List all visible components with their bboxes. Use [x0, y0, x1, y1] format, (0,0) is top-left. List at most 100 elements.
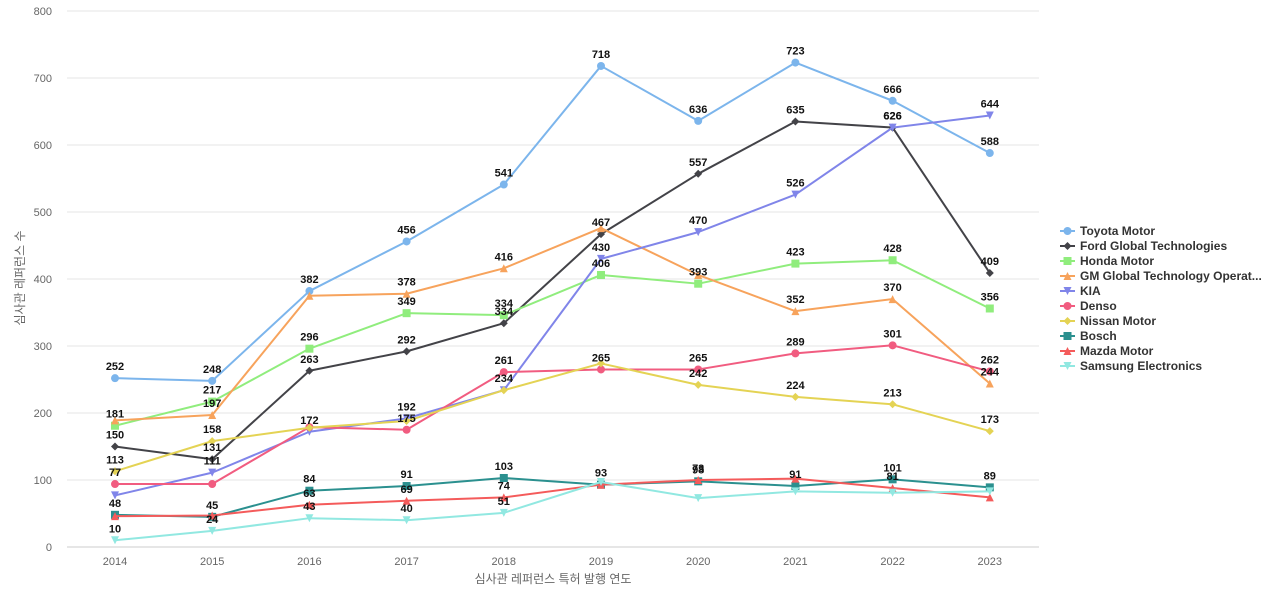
- legend-marker: [1063, 317, 1072, 325]
- legend-item[interactable]: Mazda Motor: [1060, 344, 1154, 358]
- data-point: [694, 228, 703, 237]
- data-point: [791, 190, 800, 199]
- data-point: [208, 376, 217, 385]
- legend-label: Nissan Motor: [1080, 314, 1156, 328]
- data-label: 265: [592, 352, 610, 364]
- data-point: [499, 368, 508, 377]
- legend-marker: [1063, 302, 1072, 310]
- data-label: 192: [397, 401, 415, 413]
- legend-marker: [1063, 257, 1072, 265]
- series-5: [111, 341, 994, 489]
- data-point: [208, 411, 217, 420]
- legend-item[interactable]: KIA: [1060, 284, 1101, 298]
- data-label: 103: [495, 461, 513, 473]
- data-label: 131: [203, 442, 221, 454]
- data-point: [985, 268, 994, 277]
- data-point: [111, 512, 119, 521]
- legend-marker: [1063, 227, 1072, 235]
- data-label: 409: [981, 256, 999, 268]
- data-point: [888, 475, 897, 484]
- data-label: 626: [883, 111, 901, 123]
- data-point: [111, 442, 119, 451]
- series-1: [111, 117, 994, 464]
- legend-label: Samsung Electronics: [1080, 359, 1202, 373]
- data-point: [499, 386, 508, 395]
- legend-item[interactable]: Ford Global Technologies: [1060, 239, 1227, 253]
- data-point: [402, 289, 411, 298]
- series-2: [111, 256, 994, 430]
- data-point: [985, 379, 994, 388]
- y-tick-label: 500: [34, 207, 52, 219]
- data-label: 252: [106, 361, 124, 373]
- y-tick-label: 700: [34, 73, 52, 85]
- data-point: [985, 487, 994, 496]
- legend-item[interactable]: Denso: [1060, 299, 1117, 313]
- data-label: 644: [981, 99, 1000, 111]
- y-tick-label: 100: [34, 475, 52, 487]
- data-point: [694, 270, 703, 279]
- legend-item[interactable]: Toyota Motor: [1060, 224, 1155, 238]
- series-line: [114, 61, 991, 382]
- data-point: [208, 397, 217, 406]
- data-point: [402, 496, 411, 505]
- data-label: 217: [203, 385, 221, 397]
- series-3: [111, 224, 994, 425]
- legend-item[interactable]: Nissan Motor: [1060, 314, 1156, 328]
- x-tick-label: 2018: [492, 556, 516, 568]
- legend-marker: [1063, 272, 1072, 280]
- data-point: [888, 256, 897, 265]
- y-tick-label: 400: [34, 274, 52, 286]
- data-label: 626: [883, 111, 901, 123]
- x-tick-label: 2022: [880, 556, 904, 568]
- data-point: [694, 380, 703, 389]
- data-label: 91: [400, 469, 412, 481]
- data-point: [208, 455, 217, 464]
- x-tick-label: 2017: [394, 556, 418, 568]
- series-group: [111, 58, 994, 545]
- x-tick-label: 2020: [686, 556, 710, 568]
- data-point: [402, 516, 411, 525]
- data-label: 526: [786, 178, 804, 190]
- data-point: [985, 493, 994, 502]
- legend-item[interactable]: Bosch: [1060, 329, 1117, 343]
- data-point: [597, 224, 605, 233]
- data-point: [111, 480, 119, 489]
- series-line: [114, 227, 991, 422]
- data-point: [597, 478, 605, 487]
- data-point: [499, 264, 508, 273]
- data-label: 289: [786, 336, 804, 348]
- data-label: 74: [498, 480, 511, 492]
- data-label: 636: [689, 104, 707, 116]
- data-label: 406: [592, 258, 610, 270]
- data-point: [111, 421, 119, 430]
- series-line: [114, 259, 991, 427]
- legend-item[interactable]: Samsung Electronics: [1060, 359, 1202, 373]
- x-tick-label: 2016: [297, 556, 321, 568]
- data-point: [985, 427, 994, 436]
- data-point: [985, 367, 994, 376]
- data-label: 334: [495, 298, 514, 310]
- x-tick-label: 2023: [978, 556, 1002, 568]
- data-label: 98: [692, 464, 704, 476]
- data-point: [791, 474, 800, 483]
- data-point: [402, 482, 411, 491]
- series-line: [114, 477, 990, 518]
- data-label: 111: [204, 456, 221, 468]
- data-label: 370: [883, 282, 901, 294]
- data-label: 296: [300, 332, 318, 344]
- data-point: [694, 279, 703, 288]
- data-point: [305, 423, 314, 432]
- data-label: 84: [303, 474, 316, 486]
- x-tick-label: 2021: [783, 556, 807, 568]
- data-point: [499, 508, 508, 517]
- legend-item[interactable]: Honda Motor: [1060, 254, 1154, 268]
- data-label: 101: [883, 462, 901, 474]
- data-point: [305, 514, 314, 523]
- data-point: [499, 473, 508, 482]
- data-point: [499, 311, 508, 320]
- data-point: [499, 319, 508, 328]
- legend-item[interactable]: GM Global Technology Operat...: [1060, 269, 1262, 283]
- data-point: [597, 61, 605, 70]
- data-point: [597, 230, 605, 239]
